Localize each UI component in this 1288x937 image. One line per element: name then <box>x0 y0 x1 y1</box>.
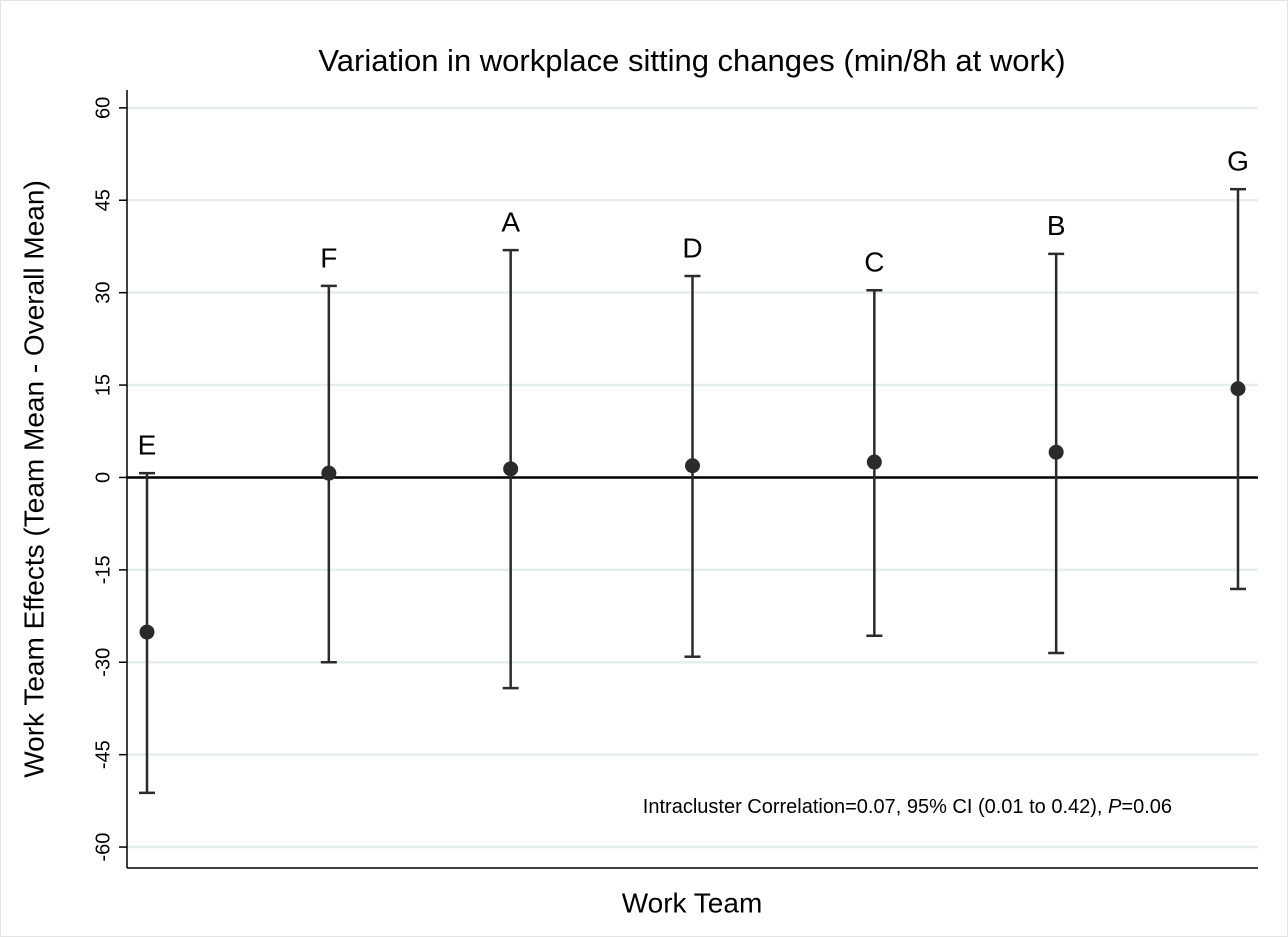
annotation-text: =0.06 <box>1121 796 1172 818</box>
point <box>1230 381 1246 397</box>
team-label: A <box>501 207 520 238</box>
annotation-text: Intracluster Correlation=0.07, 95% CI (0… <box>643 796 1108 818</box>
y-tick-label: 0 <box>92 472 114 483</box>
team-label: B <box>1047 210 1066 241</box>
team-label: G <box>1227 146 1249 177</box>
chart-title: Variation in workplace sitting changes (… <box>318 43 1065 78</box>
team-label: D <box>682 232 702 263</box>
point <box>1048 444 1064 460</box>
team-label: E <box>138 430 157 461</box>
point <box>503 461 519 477</box>
point <box>866 454 882 470</box>
y-tick-label: 30 <box>92 282 114 304</box>
y-axis-label: Work Team Effects (Team Mean - Overall M… <box>18 180 49 778</box>
annotation-p: P <box>1108 796 1122 818</box>
team-label: F <box>320 242 337 273</box>
point <box>321 465 337 481</box>
y-tick-label: 45 <box>92 189 114 211</box>
y-tick-label: 15 <box>92 374 114 396</box>
x-axis-label: Work Team <box>622 887 763 918</box>
y-tick-label: -15 <box>92 555 114 584</box>
point <box>139 624 155 640</box>
y-tick-label: -45 <box>92 740 114 769</box>
team-label: C <box>864 247 884 278</box>
y-tick-label: 60 <box>92 97 114 119</box>
point <box>685 458 700 474</box>
y-tick-label: -30 <box>92 648 114 677</box>
y-tick-label: -60 <box>92 833 114 862</box>
annotation: Intracluster Correlation=0.07, 95% CI (0… <box>643 796 1172 818</box>
